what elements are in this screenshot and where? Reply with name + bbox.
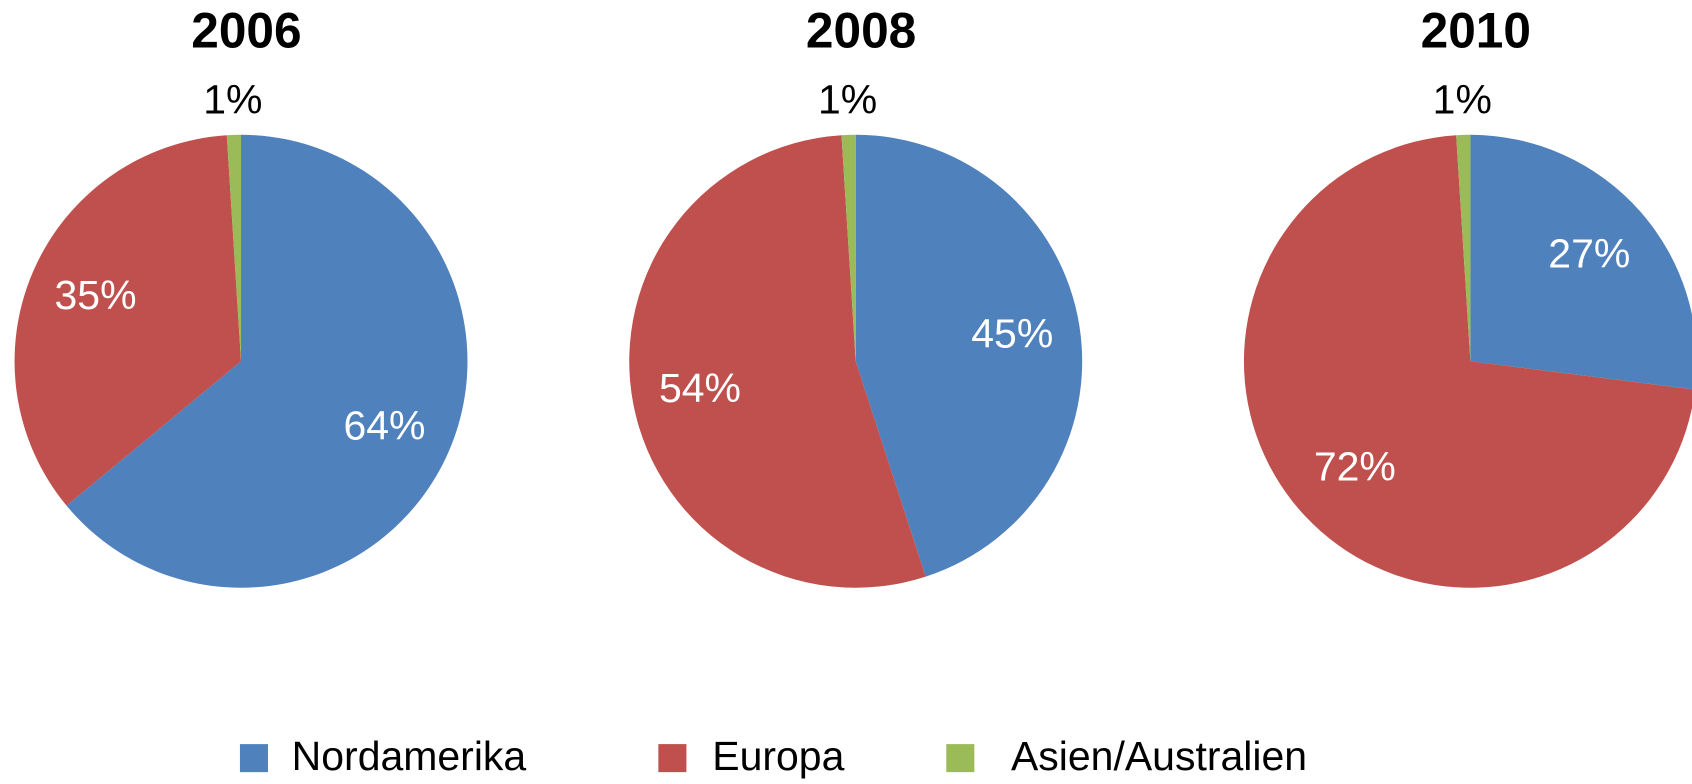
data-label: 64%	[343, 403, 425, 449]
data-label: 1%	[203, 76, 262, 122]
data-label: 1%	[1433, 76, 1492, 122]
data-label: 45%	[971, 310, 1053, 356]
legend-swatch	[658, 744, 687, 773]
pie-slice	[629, 135, 926, 588]
legend-swatch	[946, 744, 975, 773]
data-label: 72%	[1314, 444, 1396, 490]
pie-slice	[1456, 134, 1471, 362]
legend-label: Asien/Australien	[1011, 733, 1307, 779]
chart-title: 2010	[1421, 3, 1531, 59]
pie-slice	[1470, 134, 1692, 390]
data-label: 54%	[659, 365, 741, 411]
legend-label: Nordamerika	[292, 733, 527, 779]
chart-title: 2008	[806, 3, 916, 59]
pie-slice	[855, 134, 1083, 577]
pie-slice	[841, 134, 856, 362]
data-label: 27%	[1548, 230, 1630, 276]
pie-slice	[226, 134, 242, 362]
data-label: 35%	[55, 272, 137, 318]
data-label: 1%	[818, 76, 877, 122]
chart-title: 2006	[191, 3, 301, 59]
legend-swatch	[239, 744, 268, 773]
pie-slice	[1243, 135, 1692, 588]
legend-label: Europa	[712, 733, 844, 779]
pie-slice	[14, 135, 242, 506]
pie-slice	[66, 134, 468, 588]
